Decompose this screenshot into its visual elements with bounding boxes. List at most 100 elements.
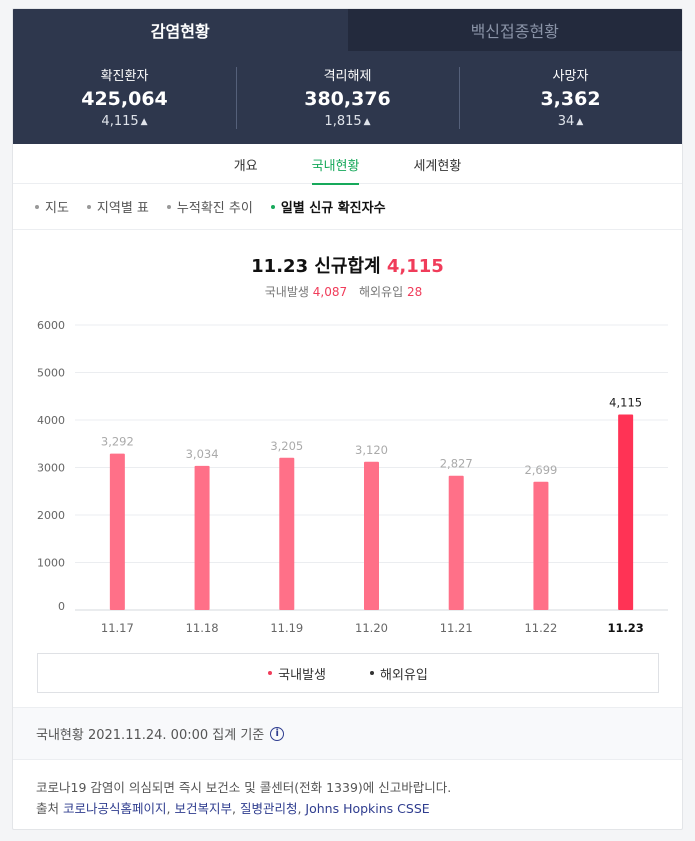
stat-delta-value: 1,815	[324, 114, 362, 129]
status-header: 감염현황 백신접종현황 확진환자 425,064 4,115 ▲ 격리해제 380…	[13, 9, 682, 144]
overseas-value: 28	[406, 285, 423, 299]
legend-label: 국내발생	[278, 667, 326, 683]
bar-11.21	[448, 475, 464, 610]
main-tabs: 감염현황 백신접종현황	[13, 9, 682, 51]
stat-delta: 34 ▲	[459, 114, 682, 129]
chart-title: 11.23 신규합계 4,115	[13, 252, 682, 278]
bar-value-label: 3,120	[355, 443, 388, 457]
stat-value: 3,362	[540, 88, 601, 110]
bullet-icon	[35, 204, 39, 209]
legend-dot-icon	[370, 671, 374, 675]
filter-label: 지도	[45, 201, 69, 216]
legend-label: 해외유입	[380, 667, 428, 683]
bar-value-label: 3,205	[270, 439, 303, 453]
notice-text: 코로나19 감염이 의심되면 즉시 보건소 및 콜센터(전화 1339)에 신고…	[36, 780, 452, 795]
notice: 코로나19 감염이 의심되면 즉시 보건소 및 콜센터(전화 1339)에 신고…	[36, 777, 451, 819]
sources: 출처 코로나공식홈페이지, 보건복지부, 질병관리청, Johns Hopkin…	[36, 798, 451, 819]
view-filters: 지도 지역별 표 누적확진 추이 일별 신규 확진자수	[13, 184, 682, 230]
y-tick-label: 4000	[37, 414, 65, 427]
y-tick-label: 6000	[37, 319, 65, 332]
x-tick-label: 11.23	[607, 621, 643, 635]
y-tick-label: 0	[58, 600, 65, 613]
separator: ,	[297, 801, 306, 816]
tab-infection-status[interactable]: 감염현황	[13, 9, 348, 51]
subtab-world[interactable]: 세계현황	[413, 158, 462, 174]
domestic-value: 4,087	[312, 285, 348, 299]
bar-11.22	[533, 481, 549, 610]
filter-region-table[interactable]: 지역별 표	[86, 197, 149, 216]
bar-11.17	[109, 453, 125, 610]
legend-dot-icon	[268, 671, 273, 675]
stat-label: 확진환자	[100, 69, 149, 84]
y-tick-label: 3000	[37, 462, 65, 475]
y-tick-label: 5000	[37, 367, 65, 380]
source-link-official[interactable]: 코로나공식홈페이지	[63, 801, 167, 816]
chart-title-total: 4,115	[386, 256, 444, 277]
stat-delta: 4,115 ▲	[13, 114, 236, 129]
stat-value: 425,064	[81, 88, 168, 110]
bullet-icon	[270, 204, 275, 209]
filter-daily-new-cases[interactable]: 일별 신규 확진자수	[270, 197, 386, 216]
y-tick-label: 2000	[37, 509, 65, 522]
stat-value: 380,376	[304, 88, 391, 110]
chart-subtitle: 국내발생 4,087 해외유입 28	[13, 283, 682, 300]
overseas-label: 해외유입	[358, 285, 404, 299]
bar-value-label: 2,827	[440, 457, 473, 471]
separator: ,	[166, 801, 175, 816]
x-tick-label: 11.19	[270, 621, 303, 635]
stat-released: 격리해제 380,376 1,815 ▲	[236, 65, 459, 129]
bar-chart-svg: 0 1000 2000 3000 4000 5000 6000 3,292 11.17 3,034…	[37, 319, 668, 635]
sources-prefix: 출처	[36, 801, 60, 816]
covid-status-card: 감염현황 백신접종현황 확진환자 425,064 4,115 ▲ 격리해제 380…	[12, 8, 683, 830]
stat-delta-value: 34	[557, 114, 575, 129]
bar-11.20	[364, 461, 379, 610]
domestic-label: 국내발생	[264, 285, 309, 299]
triangle-up-icon: ▲	[363, 117, 371, 127]
x-tick-label: 11.20	[355, 621, 388, 635]
filter-label: 일별 신규 확진자수	[280, 201, 386, 216]
stat-label: 사망자	[552, 69, 589, 84]
x-tick-label: 11.21	[440, 621, 473, 635]
x-tick-label: 11.22	[524, 621, 557, 635]
stat-label: 격리해제	[323, 69, 372, 84]
bar-value-label: 4,115	[609, 396, 642, 410]
stat-confirmed: 확진환자 425,064 4,115 ▲	[13, 65, 236, 129]
data-basis: 국내현황 2021.11.24. 00:00 집계 기준 i	[13, 707, 682, 760]
subtab-overview[interactable]: 개요	[233, 158, 258, 174]
filter-label: 지역별 표	[96, 201, 149, 216]
source-link-kdca[interactable]: 질병관리청	[239, 801, 298, 816]
bar-11.19	[279, 457, 295, 610]
triangle-up-icon: ▲	[140, 117, 148, 127]
legend-item-overseas[interactable]: 해외유입	[370, 664, 428, 683]
triangle-up-icon: ▲	[576, 117, 584, 127]
bar-value-label: 3,034	[186, 447, 219, 461]
source-link-mohw[interactable]: 보건복지부	[174, 801, 232, 816]
sub-tabs: 개요 국내현황 세계현황	[13, 144, 682, 185]
chart-legend: 국내발생 해외유입	[37, 653, 659, 693]
stat-delta-value: 4,115	[101, 114, 139, 129]
separator: ,	[231, 801, 240, 816]
stat-delta: 1,815 ▲	[236, 114, 459, 129]
basis-text: 국내현황 2021.11.24. 00:00 집계 기준	[36, 728, 265, 743]
x-tick-label: 11.17	[101, 621, 134, 635]
legend-item-domestic[interactable]: 국내발생	[268, 664, 326, 683]
x-tick-label: 11.18	[186, 621, 219, 635]
bar-value-label: 3,292	[101, 435, 134, 449]
daily-cases-chart: 0 1000 2000 3000 4000 5000 6000 3,292 11.17 3,034…	[13, 309, 682, 649]
info-icon[interactable]: i	[270, 726, 285, 741]
bullet-icon	[166, 204, 171, 209]
subtab-domestic[interactable]: 국내현황	[285, 144, 387, 185]
stat-deaths: 사망자 3,362 34 ▲	[459, 65, 682, 129]
y-tick-label: 1000	[37, 557, 65, 570]
bullet-icon	[86, 204, 91, 209]
filter-map[interactable]: 지도	[35, 197, 69, 216]
stats-row: 확진환자 425,064 4,115 ▲ 격리해제 380,376 1,815 ▲ …	[13, 51, 682, 129]
bar-11.23	[618, 414, 634, 610]
bar-value-label: 2,699	[524, 463, 557, 477]
chart-title-prefix: 11.23 신규합계	[251, 256, 381, 277]
filter-label: 누적확진 추이	[176, 201, 253, 216]
source-link-jhu[interactable]: Johns Hopkins CSSE	[305, 801, 430, 816]
chart-summary: 11.23 신규합계 4,115 국내발생 4,087 해외유입 28	[13, 252, 682, 300]
tab-vaccination-status[interactable]: 백신접종현황	[347, 9, 682, 51]
filter-cumulative-trend[interactable]: 누적확진 추이	[166, 197, 253, 216]
